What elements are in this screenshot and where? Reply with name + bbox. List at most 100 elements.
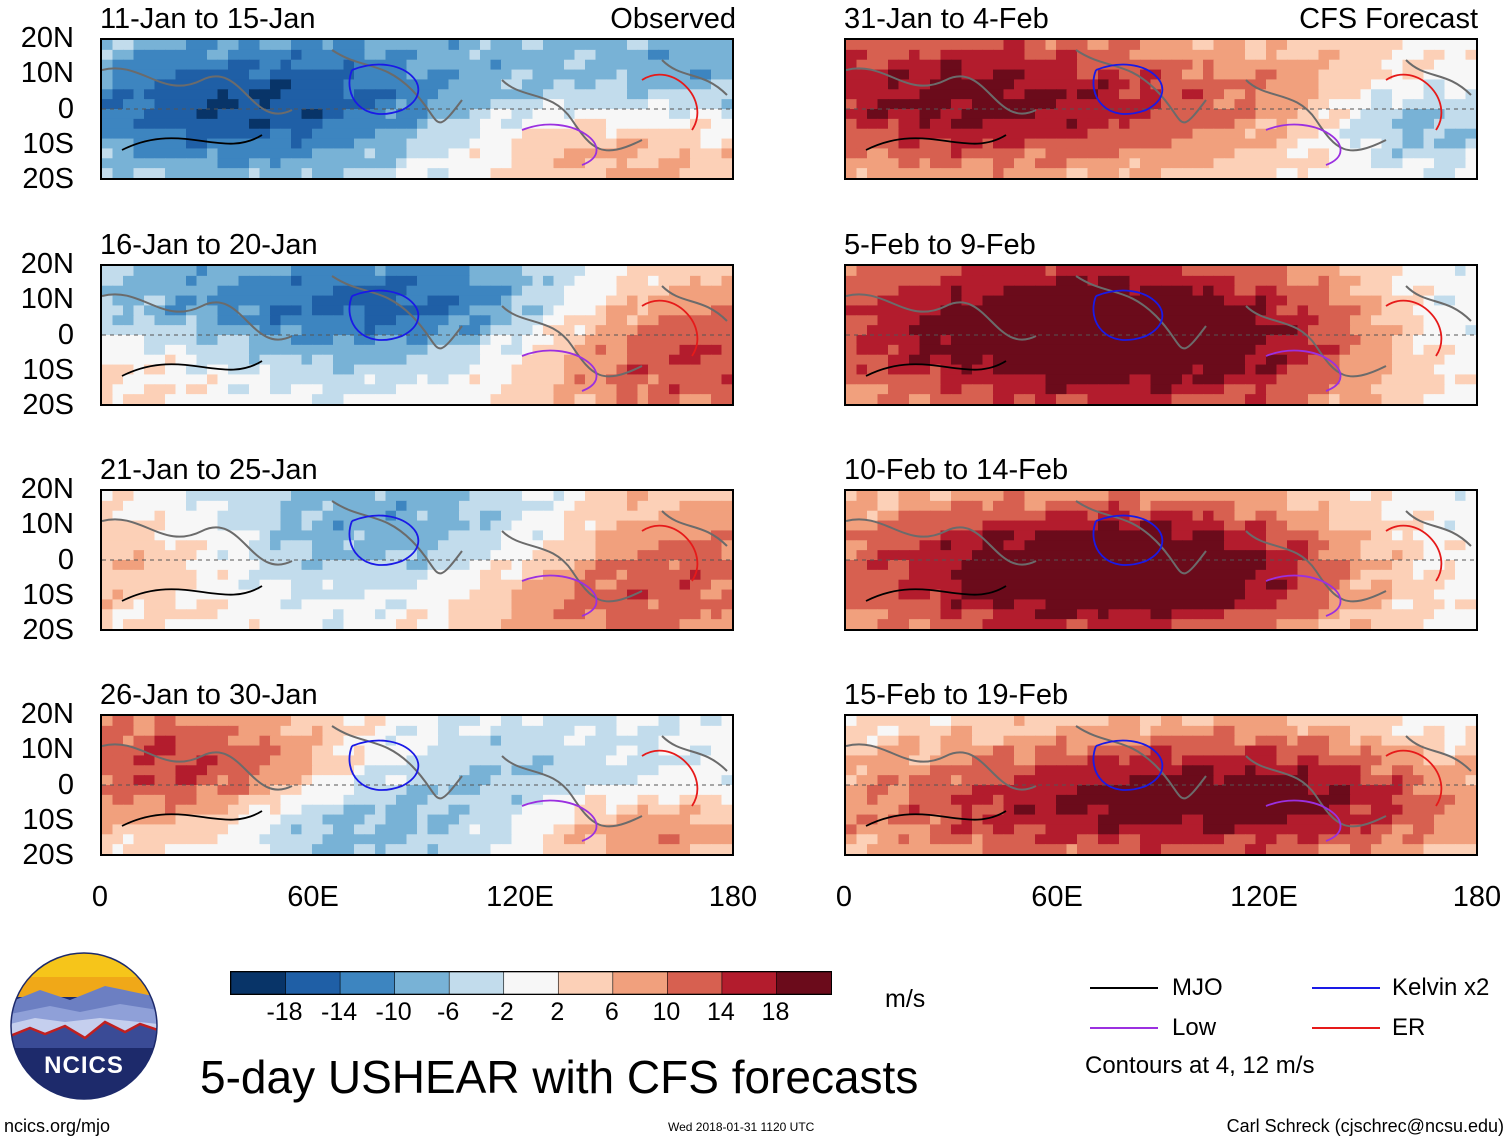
colorbar-tick-label: 18 <box>761 998 790 1026</box>
lat-label: 10N <box>20 733 74 765</box>
coastline <box>846 49 1472 152</box>
lon-label: 0 <box>835 881 853 913</box>
contour-line <box>641 73 699 131</box>
legend-label-low: Low <box>1172 1014 1217 1041</box>
legend-line-mjo <box>1090 987 1158 989</box>
contour-line <box>1092 289 1164 341</box>
legend-label-kelvin: Kelvin x2 <box>1392 974 1490 1001</box>
lat-label: 10S <box>22 804 74 836</box>
colorbar-units: m/s <box>885 985 926 1013</box>
map-panel-fc-2 <box>844 264 1478 406</box>
lat-label: 10N <box>20 508 74 540</box>
map-field <box>102 716 732 854</box>
figure-title: 5-day USHEAR with CFS forecasts <box>200 1051 919 1103</box>
lat-label: 0 <box>57 319 74 351</box>
ncics-logo-text: NCICS <box>44 1052 124 1079</box>
contour-line <box>1385 524 1443 582</box>
coastline <box>102 725 728 828</box>
panel-title-obs-2: 16-Jan to 20-Jan <box>100 229 318 261</box>
map-field <box>102 40 732 178</box>
colorbar-tick-label: 2 <box>550 998 565 1026</box>
colorbar-swatch <box>448 972 505 994</box>
contour-line <box>1092 63 1164 115</box>
footer-url[interactable]: ncics.org/mjo <box>4 1116 111 1136</box>
lat-label: 20S <box>22 839 74 871</box>
map-panel-fc-1 <box>844 38 1478 180</box>
coastline <box>102 49 728 152</box>
map-field <box>846 266 1476 404</box>
colorbar-tick-label: -14 <box>321 998 358 1026</box>
observed-header: Observed <box>610 3 736 35</box>
contour-line <box>1092 514 1164 566</box>
legend-label-er: ER <box>1392 1014 1426 1041</box>
lon-label: 60E <box>287 881 339 913</box>
lat-label: 20N <box>20 698 74 730</box>
contour-line <box>1385 749 1443 807</box>
lat-label: 20N <box>20 22 74 54</box>
contour-line <box>1265 349 1342 392</box>
lat-label: 0 <box>57 544 74 576</box>
contour-line <box>121 360 263 377</box>
contour-line <box>641 749 699 807</box>
colorbar-swatch <box>231 972 287 994</box>
colorbar-tick-label: -2 <box>491 998 514 1026</box>
contour-line <box>865 585 1007 602</box>
lat-label: 20N <box>20 248 74 280</box>
panel-title-obs-4: 26-Jan to 30-Jan <box>100 679 318 711</box>
coastline <box>846 500 1472 603</box>
lat-label: 10N <box>20 283 74 315</box>
lat-label: 20S <box>22 163 74 195</box>
lat-label: 0 <box>57 93 74 125</box>
map-panel-obs-1 <box>100 38 734 180</box>
colorbar-swatch <box>394 972 450 994</box>
footer-timestamp: Wed 2018-01-31 1120 UTC <box>668 1120 815 1134</box>
map-field <box>846 40 1476 178</box>
contour-line <box>121 810 263 827</box>
ncics-logo: NCICS <box>10 952 158 1100</box>
map-panel-obs-2 <box>100 264 734 406</box>
map-panel-fc-4 <box>844 714 1478 856</box>
contour-note: Contours at 4, 12 m/s <box>1085 1052 1315 1079</box>
colorbar-swatch <box>557 972 614 994</box>
contour-line <box>1265 574 1342 617</box>
contour-line <box>1385 73 1443 131</box>
map-field <box>102 266 732 404</box>
lon-label: 120E <box>1230 881 1298 913</box>
colorbar-tick-label: -18 <box>266 998 303 1026</box>
colorbar-swatch <box>503 972 560 994</box>
colorbar <box>230 971 832 995</box>
panel-title-fc-1: 31-Jan to 4-Feb <box>844 3 1049 35</box>
lat-label: 20S <box>22 389 74 421</box>
panel-title-fc-3: 10-Feb to 14-Feb <box>844 454 1069 486</box>
coastline <box>846 275 1472 378</box>
contour-line <box>521 123 598 166</box>
lat-label: 20N <box>20 473 74 505</box>
map-panel-obs-4 <box>100 714 734 856</box>
colorbar-tick-label: 6 <box>604 998 619 1026</box>
lat-label: 20S <box>22 614 74 646</box>
coastline <box>846 725 1472 828</box>
panel-title-fc-4: 15-Feb to 19-Feb <box>844 679 1069 711</box>
contour-line <box>348 289 420 341</box>
lat-label: 10S <box>22 579 74 611</box>
colorbar-tick-label: 14 <box>707 998 735 1026</box>
contour-line <box>641 299 699 357</box>
ncics-logo-graphic <box>10 952 158 1100</box>
map-field <box>102 491 732 629</box>
contour-line <box>121 585 263 602</box>
contour-line <box>121 134 263 151</box>
panel-title-fc-2: 5-Feb to 9-Feb <box>844 229 1036 261</box>
colorbar-swatch <box>721 972 778 994</box>
lon-label: 120E <box>486 881 554 913</box>
contour-line <box>348 514 420 566</box>
legend-line-er <box>1312 1027 1380 1029</box>
contour-line <box>865 134 1007 151</box>
contour-line <box>1265 799 1342 842</box>
contour-line <box>521 574 598 617</box>
map-panel-obs-3 <box>100 489 734 631</box>
map-field <box>846 716 1476 854</box>
legend-line-kelvin <box>1312 987 1380 989</box>
contour-line <box>865 360 1007 377</box>
panel-title-obs-1: 11-Jan to 15-Jan <box>100 3 316 35</box>
colorbar-swatch <box>776 972 831 994</box>
